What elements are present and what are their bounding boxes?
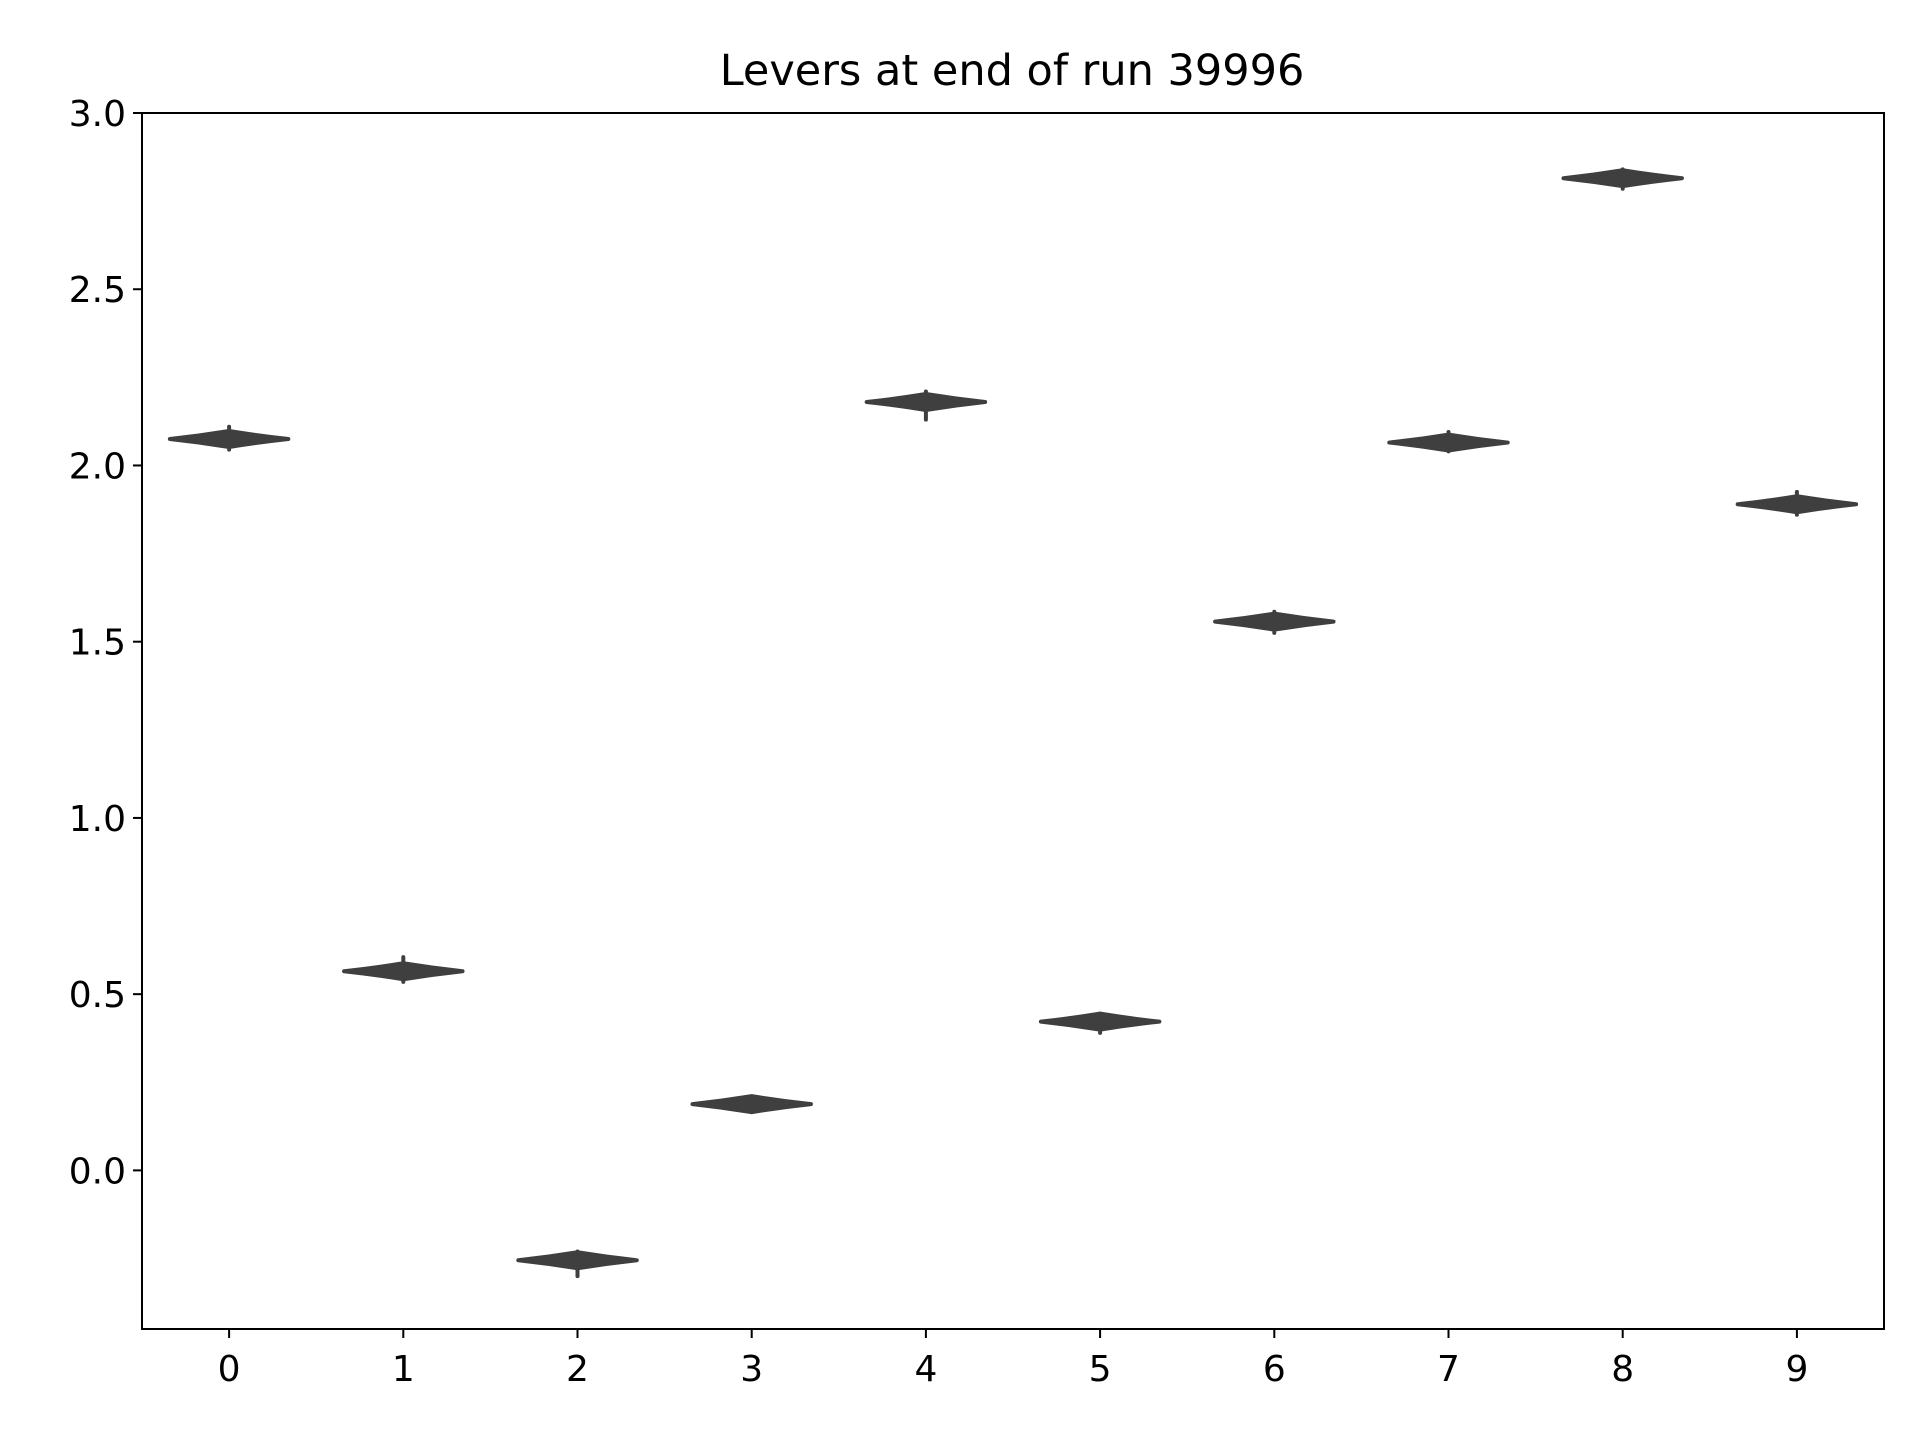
x-tick-label-1: 1 [392, 1349, 415, 1390]
violin-group [167, 167, 1859, 1279]
violin-6 [1213, 609, 1336, 635]
violin-1 [342, 955, 465, 984]
x-tick-label-0: 0 [218, 1349, 241, 1390]
y-tick-label-2.5: 2.5 [69, 270, 126, 311]
x-tick-label-6: 6 [1263, 1349, 1286, 1390]
x-tick-label-3: 3 [740, 1349, 763, 1390]
violin-2 [516, 1249, 639, 1279]
violin-3 [690, 1094, 813, 1115]
y-tick-label-1.0: 1.0 [69, 799, 126, 840]
violin-4 [864, 389, 988, 422]
x-axis: 0 1 2 3 4 5 6 7 8 9 [218, 1329, 1808, 1390]
x-tick-label-9: 9 [1785, 1349, 1808, 1390]
x-tick-label-8: 8 [1611, 1349, 1634, 1390]
violin-7 [1387, 429, 1510, 454]
y-tick-label-1.5: 1.5 [69, 623, 126, 664]
violin-0 [167, 424, 291, 452]
y-tick-label-3.0: 3.0 [69, 94, 126, 135]
x-tick-label-2: 2 [566, 1349, 589, 1390]
violin-9 [1735, 489, 1859, 517]
x-tick-label-4: 4 [914, 1349, 937, 1390]
y-tick-label-0.0: 0.0 [69, 1151, 126, 1192]
y-axis: 0.0 0.5 1.0 1.5 2.0 2.5 3.0 [69, 94, 142, 1192]
x-tick-label-7: 7 [1437, 1349, 1460, 1390]
plot-area-frame [141, 112, 1885, 1330]
chart-title: Levers at end of run 39996 [720, 46, 1305, 96]
violin-8 [1561, 167, 1684, 191]
y-tick-label-0.5: 0.5 [69, 975, 126, 1016]
x-tick-label-5: 5 [1089, 1349, 1112, 1390]
violin-5 [1038, 1011, 1162, 1035]
y-tick-label-2.0: 2.0 [69, 446, 126, 487]
